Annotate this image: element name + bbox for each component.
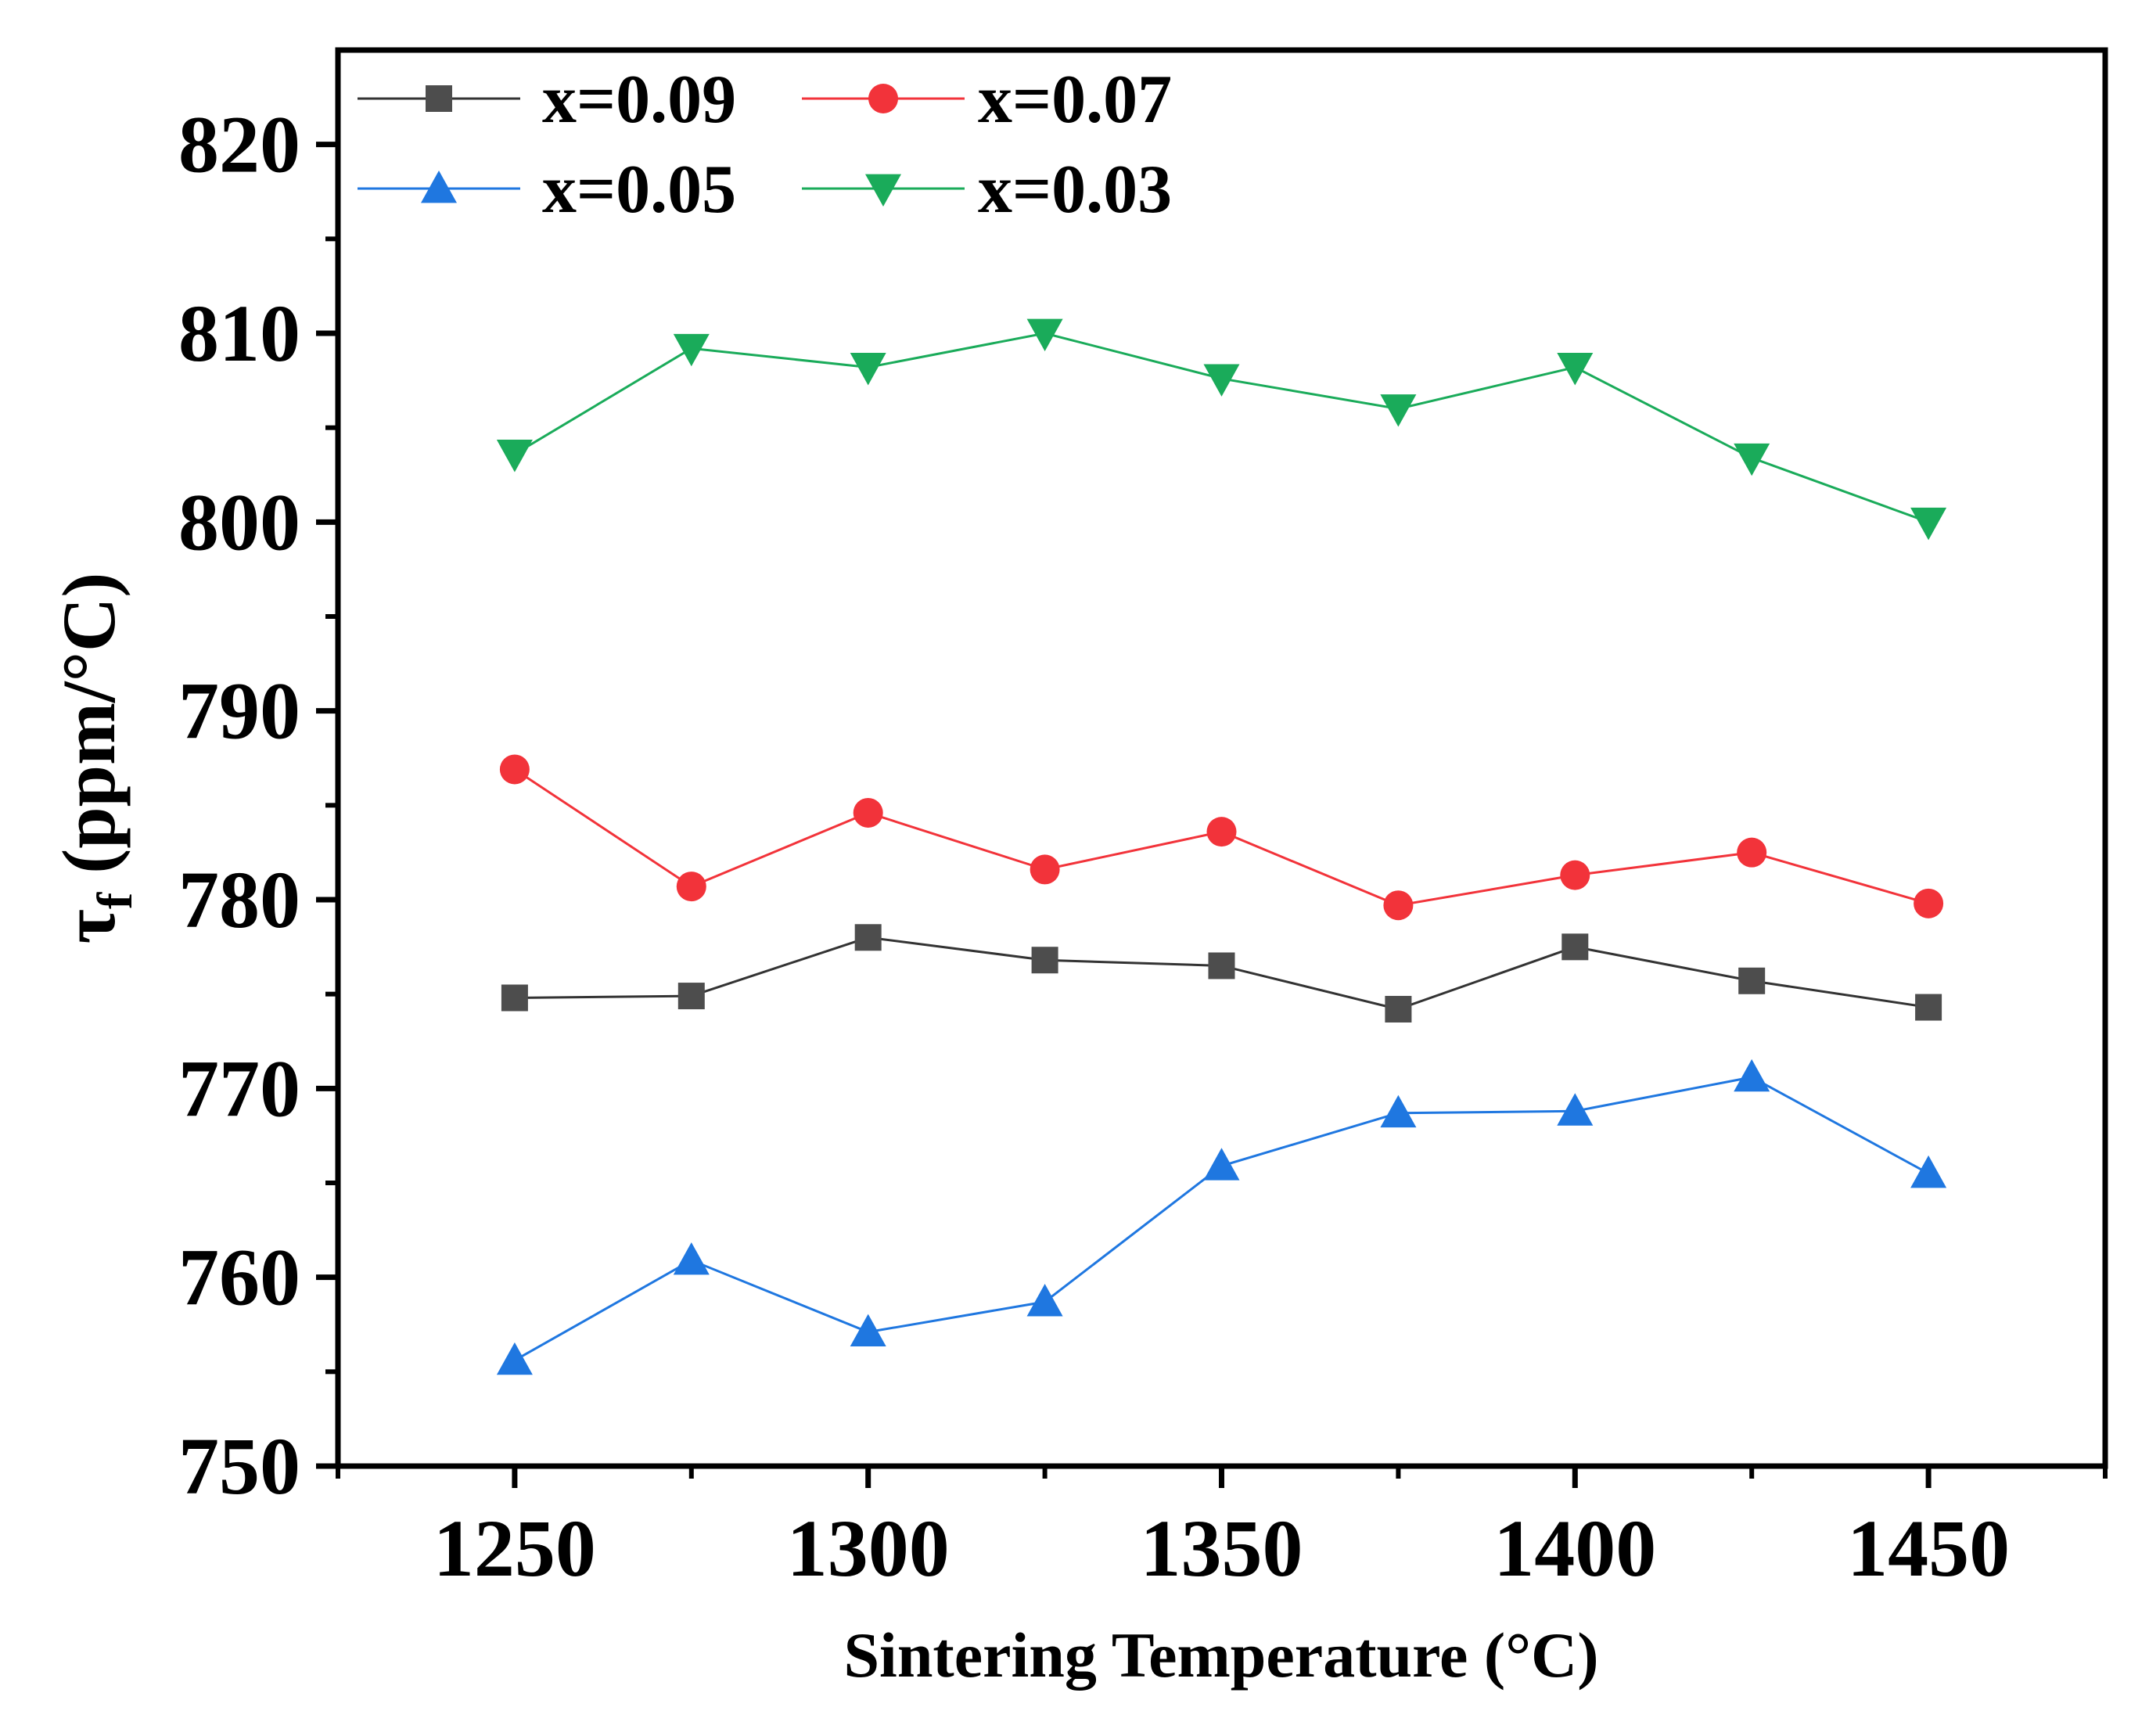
data-point-x=0.07-1425	[1737, 837, 1767, 868]
data-point-x=0.05-1375	[1380, 1094, 1417, 1128]
data-point-x=0.03-1300	[850, 353, 886, 386]
legend-label-x=0.07: x=0.07	[978, 62, 1172, 138]
data-point-x=0.03-1275	[673, 333, 710, 367]
x-tick-label-1400: 1400	[1493, 1504, 1656, 1594]
series-x=0.03	[496, 318, 1947, 541]
legend-marker-x=0.03	[865, 174, 901, 207]
data-point-x=0.07-1375	[1383, 890, 1414, 921]
legend-label-x=0.05: x=0.05	[542, 152, 736, 228]
legend-entry-x=0.09: x=0.09	[358, 62, 736, 138]
data-point-x=0.05-1275	[673, 1242, 710, 1275]
y-tick-label-770: 770	[178, 1044, 300, 1134]
data-point-x=0.09-1350	[1208, 952, 1235, 979]
series-x=0.09	[501, 924, 1942, 1023]
y-axis-title-unit: (ppm/°C)	[47, 573, 131, 893]
legend-marker-x=0.07	[868, 84, 898, 113]
series-x=0.07	[499, 754, 1944, 921]
data-point-x=0.07-1300	[853, 797, 883, 828]
y-tick-label-750: 750	[178, 1422, 300, 1511]
data-point-x=0.09-1400	[1561, 933, 1589, 961]
data-point-x=0.07-1250	[499, 754, 530, 785]
data-point-x=0.03-1325	[1026, 318, 1063, 351]
y-tick-label-760: 760	[178, 1233, 300, 1323]
y-tick-label-810: 810	[178, 289, 300, 379]
series-line-x=0.03	[514, 332, 1929, 523]
y-tick-label-820: 820	[178, 100, 300, 190]
data-point-x=0.03-1425	[1734, 443, 1770, 476]
data-point-x=0.05-1400	[1557, 1093, 1594, 1126]
x-tick-label-1250: 1250	[433, 1504, 596, 1594]
legend-marker-x=0.09	[426, 85, 452, 112]
data-point-x=0.03-1400	[1557, 353, 1594, 386]
data-point-x=0.03-1375	[1380, 394, 1417, 427]
legend-marker-x=0.05	[421, 171, 457, 203]
x-axis-title: Sintering Temperature (°C)	[843, 1619, 1598, 1691]
legend-label-x=0.03: x=0.03	[978, 152, 1172, 228]
data-point-x=0.03-1350	[1203, 364, 1240, 397]
data-point-x=0.05-1350	[1203, 1148, 1240, 1181]
y-tick-label-800: 800	[178, 477, 300, 567]
legend-entry-x=0.05: x=0.05	[358, 152, 736, 228]
data-point-x=0.05-1325	[1026, 1284, 1063, 1317]
data-point-x=0.07-1400	[1560, 860, 1590, 890]
data-point-x=0.09-1325	[1031, 947, 1058, 974]
y-axis-title-subscript: f	[87, 892, 142, 909]
x-tick-label-1300: 1300	[787, 1504, 950, 1594]
data-point-x=0.09-1275	[677, 983, 705, 1010]
y-tick-label-780: 780	[178, 855, 300, 945]
data-point-x=0.05-1425	[1734, 1058, 1770, 1092]
y-axis-title-symbol: τ	[47, 909, 131, 943]
data-point-x=0.05-1450	[1910, 1155, 1947, 1188]
x-tick-label-1350: 1350	[1141, 1504, 1303, 1594]
series-x=0.05	[496, 1058, 1947, 1375]
series-layer	[496, 318, 1947, 1375]
legend: x=0.09 x=0.07 x=0.05 x=0.03	[358, 62, 1172, 228]
data-point-x=0.03-1250	[496, 440, 533, 473]
series-line-x=0.05	[514, 1076, 1929, 1362]
plot-frame	[335, 47, 2108, 1469]
data-point-x=0.09-1250	[501, 984, 528, 1012]
data-point-x=0.07-1275	[676, 872, 706, 902]
x-tick-label-1450: 1450	[1847, 1504, 2010, 1594]
y-tick-label-790: 790	[178, 667, 300, 757]
data-point-x=0.09-1375	[1385, 995, 1412, 1023]
data-point-x=0.03-1450	[1910, 507, 1947, 541]
y-axis-title: τf (ppm/°C)	[47, 573, 142, 944]
data-point-x=0.09-1450	[1915, 994, 1942, 1021]
data-point-x=0.07-1325	[1030, 854, 1060, 885]
legend-entry-x=0.03: x=0.03	[802, 152, 1172, 228]
axes: 750 760 770 780 790 800 810 820 1250 1300 1350 1400…	[178, 100, 2108, 1594]
data-point-x=0.05-1300	[850, 1314, 886, 1347]
data-point-x=0.05-1250	[496, 1342, 533, 1375]
data-point-x=0.07-1450	[1914, 888, 1944, 918]
data-point-x=0.09-1425	[1738, 967, 1766, 994]
legend-label-x=0.09: x=0.09	[542, 62, 736, 138]
legend-entry-x=0.07: x=0.07	[802, 62, 1172, 138]
data-point-x=0.07-1350	[1206, 817, 1237, 847]
data-point-x=0.09-1300	[854, 924, 882, 951]
